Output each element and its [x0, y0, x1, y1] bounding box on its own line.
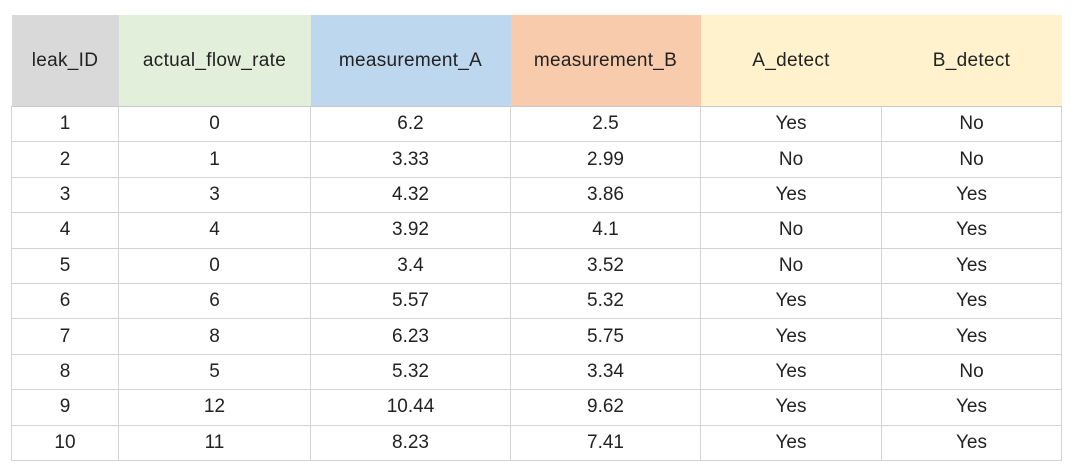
cell-measurement-a: 3.33 — [310, 141, 511, 178]
table-row: 4 4 3.92 4.1 No Yes — [11, 212, 1062, 249]
cell-b-detect: No — [881, 105, 1062, 143]
header-leak-id: leak_ID — [11, 15, 119, 107]
cell-actual-flow-rate: 3 — [118, 176, 311, 214]
cell-b-detect: Yes — [881, 424, 1062, 461]
cell-measurement-b: 4.1 — [510, 212, 701, 249]
header-b-detect: B_detect — [881, 15, 1062, 107]
cell-a-detect: Yes — [700, 176, 882, 214]
cell-leak-id: 1 — [11, 105, 119, 143]
cell-leak-id: 7 — [11, 318, 119, 355]
cell-b-detect: No — [881, 141, 1062, 178]
cell-measurement-a: 6.23 — [310, 318, 511, 355]
cell-actual-flow-rate: 8 — [118, 318, 311, 355]
header-measurement-b: measurement_B — [510, 15, 701, 107]
data-table-container: leak_ID actual_flow_rate measurement_A m… — [11, 15, 1062, 461]
table-row: 8 5 5.32 3.34 Yes No — [11, 353, 1062, 391]
cell-leak-id: 10 — [11, 424, 119, 461]
cell-b-detect: Yes — [881, 389, 1062, 426]
cell-leak-id: 6 — [11, 282, 119, 320]
cell-b-detect: Yes — [881, 282, 1062, 320]
cell-measurement-a: 5.57 — [310, 282, 511, 320]
cell-leak-id: 3 — [11, 176, 119, 214]
table-row: 6 6 5.57 5.32 Yes Yes — [11, 282, 1062, 320]
cell-a-detect: Yes — [700, 318, 882, 355]
cell-measurement-a: 10.44 — [310, 389, 511, 426]
table-row: 2 1 3.33 2.99 No No — [11, 141, 1062, 178]
cell-b-detect: Yes — [881, 318, 1062, 355]
cell-a-detect: Yes — [700, 424, 882, 461]
header-actual-flow-rate: actual_flow_rate — [118, 15, 311, 107]
table-row: 10 11 8.23 7.41 Yes Yes — [11, 424, 1062, 461]
cell-actual-flow-rate: 0 — [118, 105, 311, 143]
cell-measurement-a: 8.23 — [310, 424, 511, 461]
table-row: 3 3 4.32 3.86 Yes Yes — [11, 176, 1062, 214]
cell-actual-flow-rate: 11 — [118, 424, 311, 461]
cell-measurement-b: 7.41 — [510, 424, 701, 461]
cell-a-detect: Yes — [700, 353, 882, 391]
cell-a-detect: No — [700, 141, 882, 178]
table-row: 7 8 6.23 5.75 Yes Yes — [11, 318, 1062, 355]
cell-measurement-b: 5.32 — [510, 282, 701, 320]
cell-a-detect: Yes — [700, 105, 882, 143]
cell-actual-flow-rate: 12 — [118, 389, 311, 426]
cell-measurement-b: 5.75 — [510, 318, 701, 355]
cell-b-detect: Yes — [881, 247, 1062, 284]
cell-b-detect: Yes — [881, 212, 1062, 249]
header-row: leak_ID actual_flow_rate measurement_A m… — [11, 15, 1062, 107]
cell-a-detect: No — [700, 247, 882, 284]
cell-measurement-a: 3.4 — [310, 247, 511, 284]
cell-a-detect: No — [700, 212, 882, 249]
cell-b-detect: No — [881, 353, 1062, 391]
leak-data-table: leak_ID actual_flow_rate measurement_A m… — [11, 15, 1062, 461]
cell-measurement-a: 3.92 — [310, 212, 511, 249]
cell-measurement-a: 4.32 — [310, 176, 511, 214]
cell-actual-flow-rate: 6 — [118, 282, 311, 320]
cell-leak-id: 8 — [11, 353, 119, 391]
cell-measurement-a: 5.32 — [310, 353, 511, 391]
cell-a-detect: Yes — [700, 389, 882, 426]
table-row: 5 0 3.4 3.52 No Yes — [11, 247, 1062, 284]
header-a-detect: A_detect — [700, 15, 882, 107]
table-row: 9 12 10.44 9.62 Yes Yes — [11, 389, 1062, 426]
cell-leak-id: 4 — [11, 212, 119, 249]
cell-actual-flow-rate: 5 — [118, 353, 311, 391]
cell-leak-id: 9 — [11, 389, 119, 426]
cell-leak-id: 5 — [11, 247, 119, 284]
cell-actual-flow-rate: 4 — [118, 212, 311, 249]
cell-measurement-a: 6.2 — [310, 105, 511, 143]
header-measurement-a: measurement_A — [310, 15, 511, 107]
cell-measurement-b: 2.5 — [510, 105, 701, 143]
cell-actual-flow-rate: 0 — [118, 247, 311, 284]
cell-measurement-b: 3.34 — [510, 353, 701, 391]
cell-measurement-b: 3.86 — [510, 176, 701, 214]
cell-measurement-b: 3.52 — [510, 247, 701, 284]
cell-measurement-b: 2.99 — [510, 141, 701, 178]
cell-actual-flow-rate: 1 — [118, 141, 311, 178]
cell-measurement-b: 9.62 — [510, 389, 701, 426]
cell-leak-id: 2 — [11, 141, 119, 178]
cell-a-detect: Yes — [700, 282, 882, 320]
table-row: 1 0 6.2 2.5 Yes No — [11, 105, 1062, 143]
cell-b-detect: Yes — [881, 176, 1062, 214]
